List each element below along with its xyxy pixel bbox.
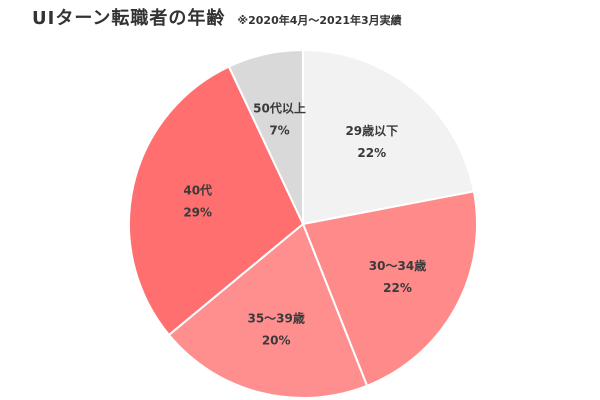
slice-category-label: 40代: [183, 183, 212, 198]
slice-category-label: 50代以上: [253, 101, 306, 116]
chart-title: UIターン転職者の年齢: [32, 8, 226, 29]
slice-value-label: 29%: [183, 206, 212, 220]
pie-slice-1: [301, 190, 479, 388]
pie-slices: [127, 48, 479, 399]
slice-value-label: 22%: [357, 146, 386, 160]
slice-value-label: 22%: [383, 281, 412, 295]
pie-slice-0: [302, 48, 476, 226]
slice-category-label: 30～34歳: [369, 258, 426, 273]
slice-category-label: 35～39歳: [247, 311, 304, 326]
pie-slice-2: [167, 222, 369, 399]
slice-value-label: 7%: [269, 124, 289, 138]
slice-category-label: 29歳以下: [345, 123, 398, 138]
slice-value-label: 20%: [262, 334, 291, 348]
chart-header: UIターン転職者の年齢 ※2020年4月～2021年3月実績: [32, 4, 402, 34]
pie-slice-4: [227, 48, 304, 225]
pie-labels: 29歳以下 22% 30～34歳 22% 35～39歳 20% 40代 29% 50代以上 7%: [183, 101, 426, 348]
chart-subtitle: ※2020年4月～2021年3月実績: [237, 14, 402, 27]
